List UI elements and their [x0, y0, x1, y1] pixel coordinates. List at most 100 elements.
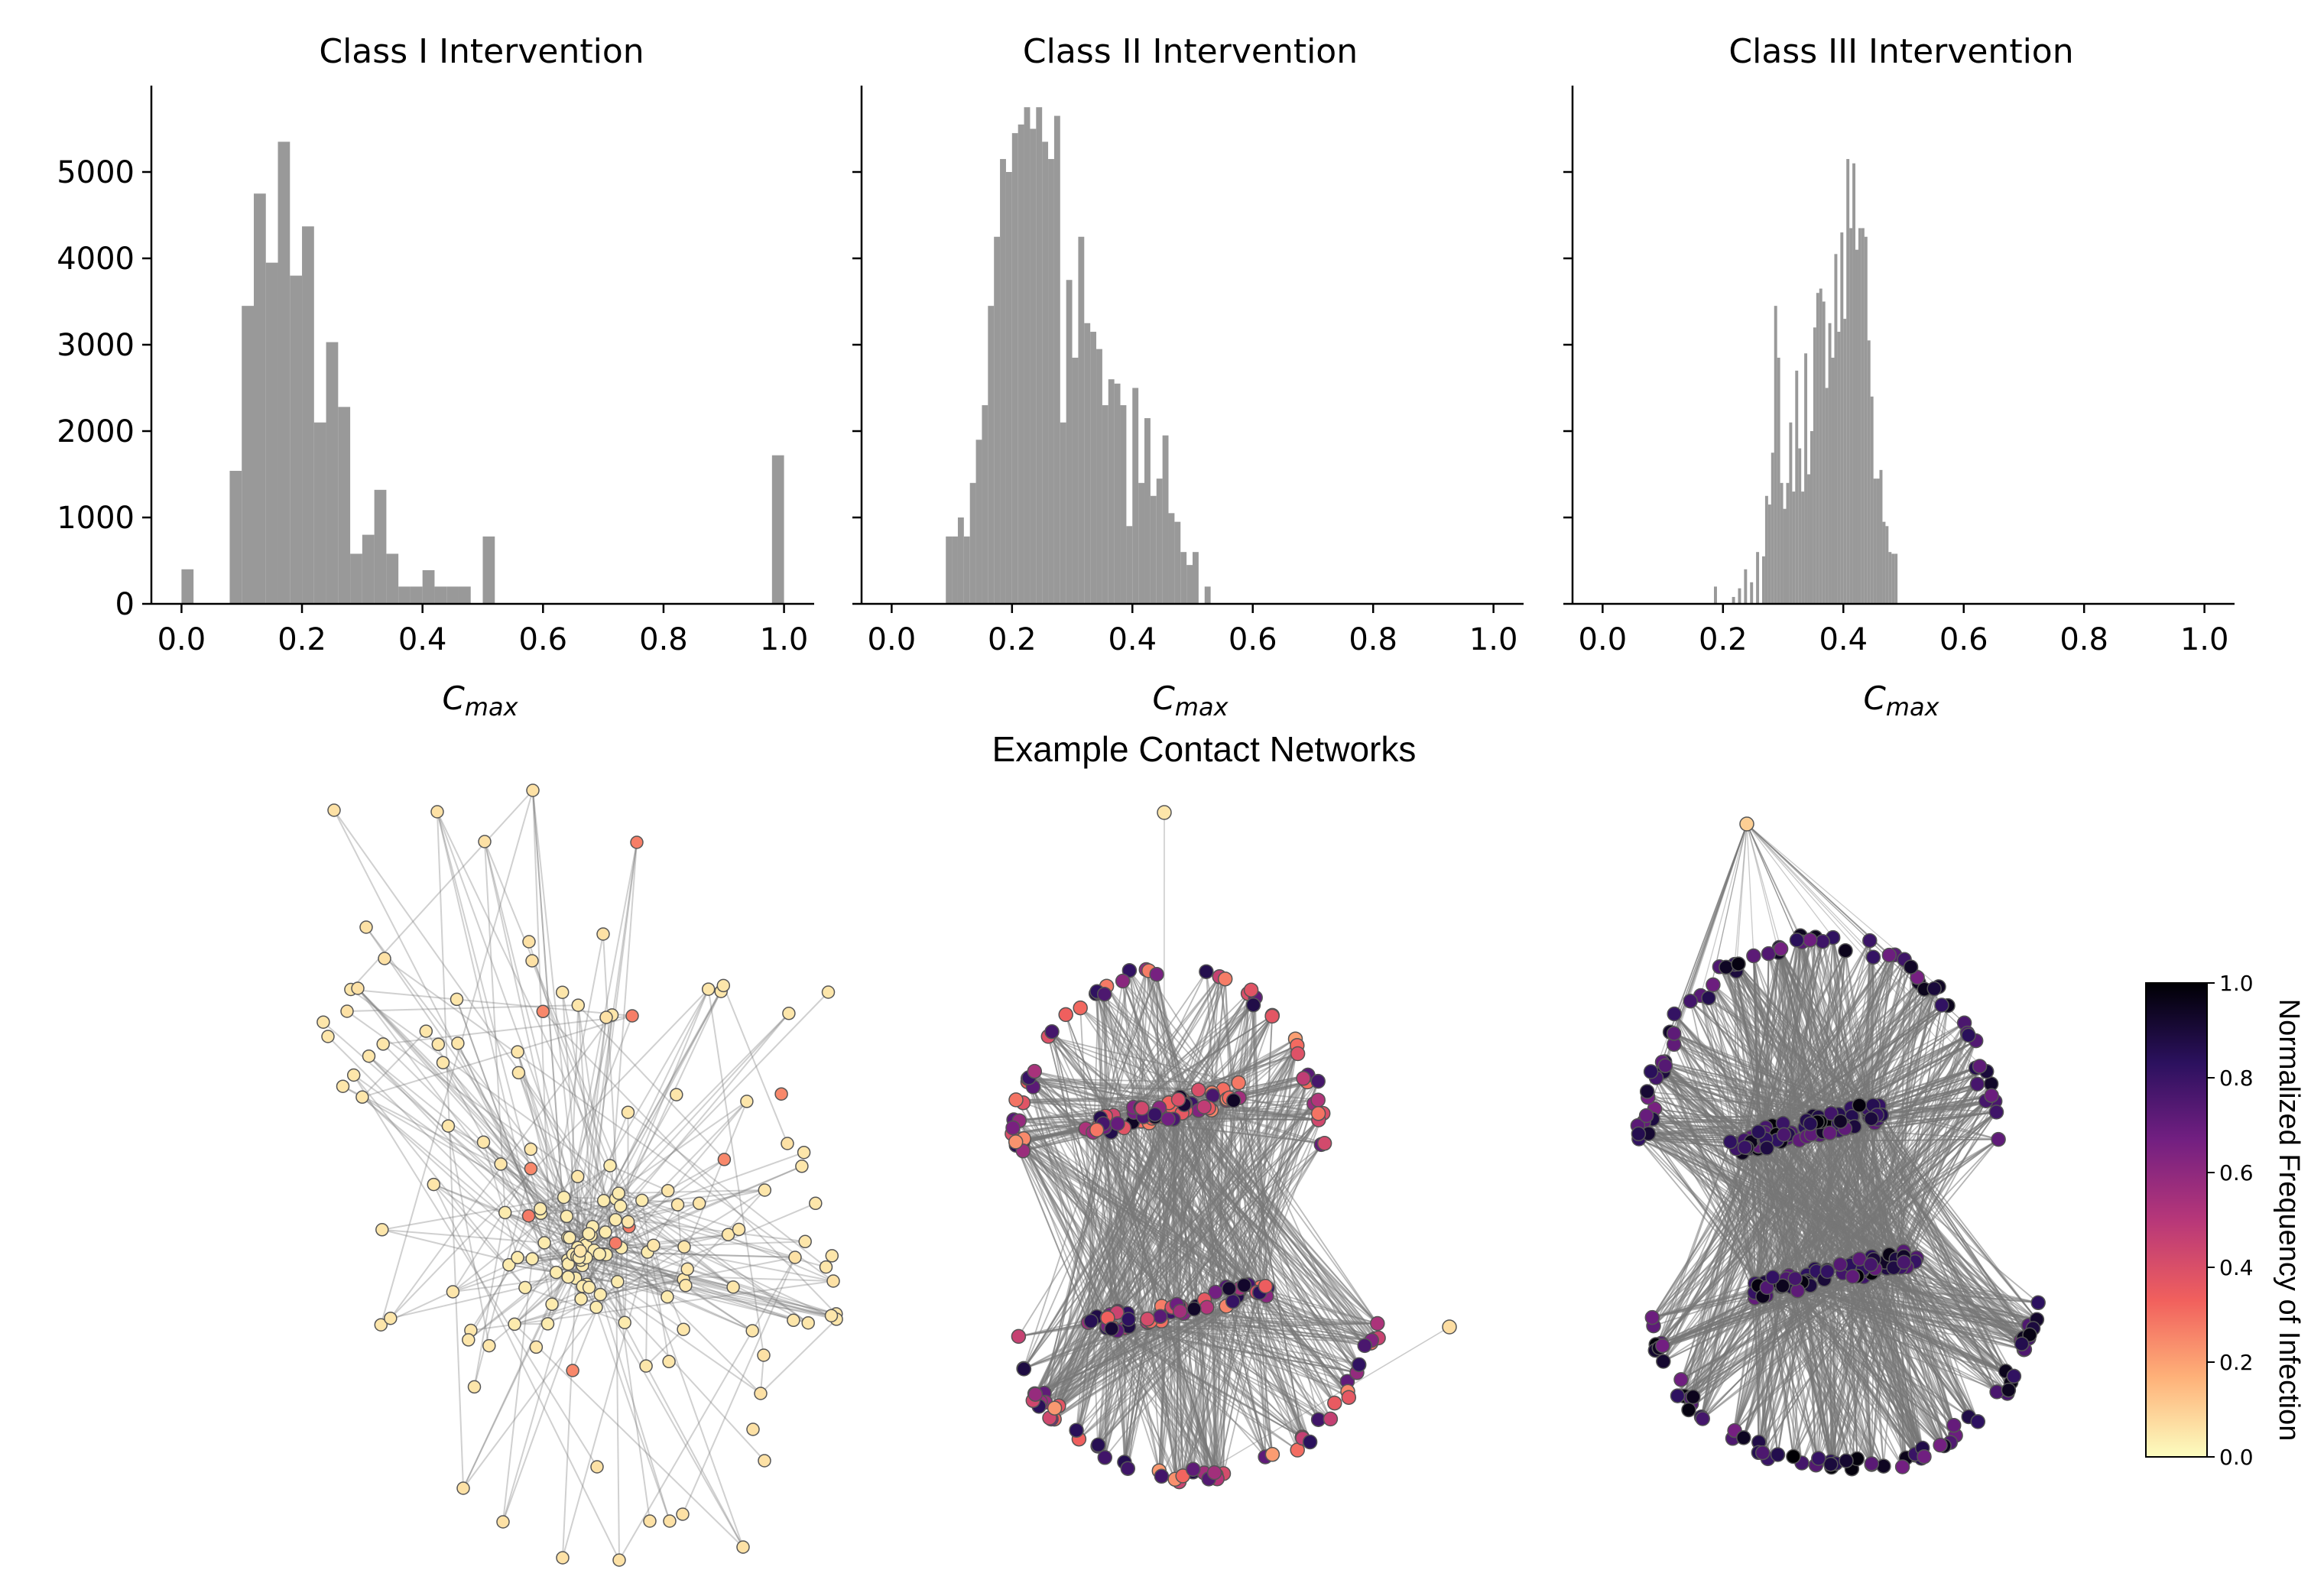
network-node — [450, 992, 464, 1007]
network-node — [359, 920, 373, 934]
network-edge — [1238, 1045, 1298, 1098]
network-edge — [1058, 1106, 1206, 1406]
histogram-bar — [434, 586, 447, 604]
network-edge — [588, 1233, 834, 1282]
network-node — [599, 1010, 613, 1024]
network-node — [788, 1251, 802, 1264]
network-node — [1845, 1269, 1861, 1284]
network-edge — [1224, 978, 1238, 1297]
histogram-bar — [975, 440, 982, 604]
network-node — [676, 1507, 690, 1521]
histogram-bar — [265, 262, 278, 604]
network-edge — [1852, 1276, 1945, 1446]
network-edge — [556, 1271, 834, 1282]
network-edge — [1759, 1284, 1819, 1459]
network-edge — [1851, 1116, 2023, 1345]
network-node — [1027, 1387, 1044, 1402]
network-edges — [1011, 812, 1450, 1482]
network-edge — [1874, 1268, 1955, 1426]
network-edge — [1154, 1116, 1365, 1347]
network-edge — [1111, 1014, 1274, 1329]
network-node — [1005, 1120, 1021, 1136]
network-edge — [1248, 1103, 1315, 1286]
network-edge — [1741, 952, 1780, 1147]
network-edge — [1746, 823, 1798, 941]
histogram-bar — [1891, 553, 1895, 604]
network-edge — [628, 1226, 744, 1548]
network-edge — [1863, 1276, 2033, 1329]
network-edge — [381, 1228, 545, 1244]
network-edge — [1676, 1120, 1807, 1396]
network-node — [573, 1244, 587, 1258]
network-edge — [641, 1199, 699, 1205]
network-node — [524, 1162, 538, 1176]
histogram-bar — [1894, 553, 1898, 604]
network-edge — [362, 1015, 633, 1098]
network-node — [1765, 1270, 1780, 1285]
network-edge — [1248, 1284, 1336, 1404]
network-edge — [582, 1094, 677, 1267]
histogram-bar — [1764, 495, 1768, 604]
network-edge — [1015, 1141, 1208, 1309]
x-tick-label: 0.6 — [1229, 622, 1277, 657]
network-node — [441, 1119, 456, 1133]
network-edge — [442, 1062, 570, 1238]
network-node — [782, 1007, 796, 1020]
network-edge — [1742, 1286, 1784, 1439]
network-node — [677, 1240, 691, 1254]
histogram-bar — [1024, 107, 1031, 604]
histogram-bar — [338, 407, 351, 604]
network-node — [1225, 1293, 1241, 1309]
network-node — [362, 1049, 376, 1063]
network-node — [824, 1309, 839, 1322]
histogram-bar — [1828, 323, 1832, 604]
network-edge — [1654, 1141, 1732, 1351]
network-edge — [1676, 1141, 1752, 1396]
network-edge — [1873, 1035, 1969, 1260]
histogram-bar — [1084, 323, 1091, 604]
network-node — [1258, 1278, 1274, 1294]
network-node — [1746, 948, 1761, 964]
network-nodes — [1005, 805, 1457, 1490]
histogram-bar — [278, 141, 290, 604]
histogram-bar — [313, 422, 326, 604]
colorbar: 0.0 0.2 0.4 0.6 0.8 1.0 Normalized Frequency … — [2145, 971, 2305, 1470]
histogram-bar — [1837, 332, 1841, 604]
histogram-bar — [1761, 556, 1765, 604]
network-node — [1903, 959, 1919, 975]
histogram-bar — [1036, 107, 1043, 604]
network-edge — [600, 1278, 684, 1296]
network-edge — [346, 1010, 734, 1288]
network-node — [1864, 1456, 1880, 1471]
network-node — [1673, 1372, 1689, 1387]
network-node — [1754, 1445, 1771, 1461]
network-edge — [551, 1257, 796, 1306]
network-node — [1310, 1106, 1326, 1121]
network-edge — [381, 1196, 564, 1231]
network-edge — [599, 1202, 816, 1296]
x-tick-label: 1.0 — [1469, 622, 1518, 657]
network-edge — [615, 1198, 734, 1288]
network-node — [1984, 1088, 1999, 1103]
histogram-bar — [1138, 482, 1145, 604]
histogram-bar — [1048, 159, 1054, 605]
network-node — [525, 1252, 539, 1266]
network-node — [1775, 1278, 1790, 1294]
network-node — [316, 1015, 330, 1029]
network-edge — [390, 1276, 569, 1319]
network-edge — [1806, 1066, 1981, 1276]
network-edge — [1219, 976, 1261, 1293]
network-node — [1683, 993, 1698, 1009]
network-node — [1152, 1309, 1168, 1325]
histogram-bar — [1060, 422, 1066, 604]
network-edge — [1105, 974, 1157, 1117]
network-node — [677, 1322, 690, 1336]
network-edge — [1688, 1132, 1766, 1410]
network-edge — [624, 1221, 629, 1323]
network-edge — [615, 1151, 804, 1221]
networks-title: Example Contact Networks — [992, 729, 1417, 769]
network-node — [582, 1280, 596, 1294]
network-edge — [580, 1101, 748, 1300]
network-node — [774, 1087, 788, 1101]
network-node — [478, 835, 492, 848]
